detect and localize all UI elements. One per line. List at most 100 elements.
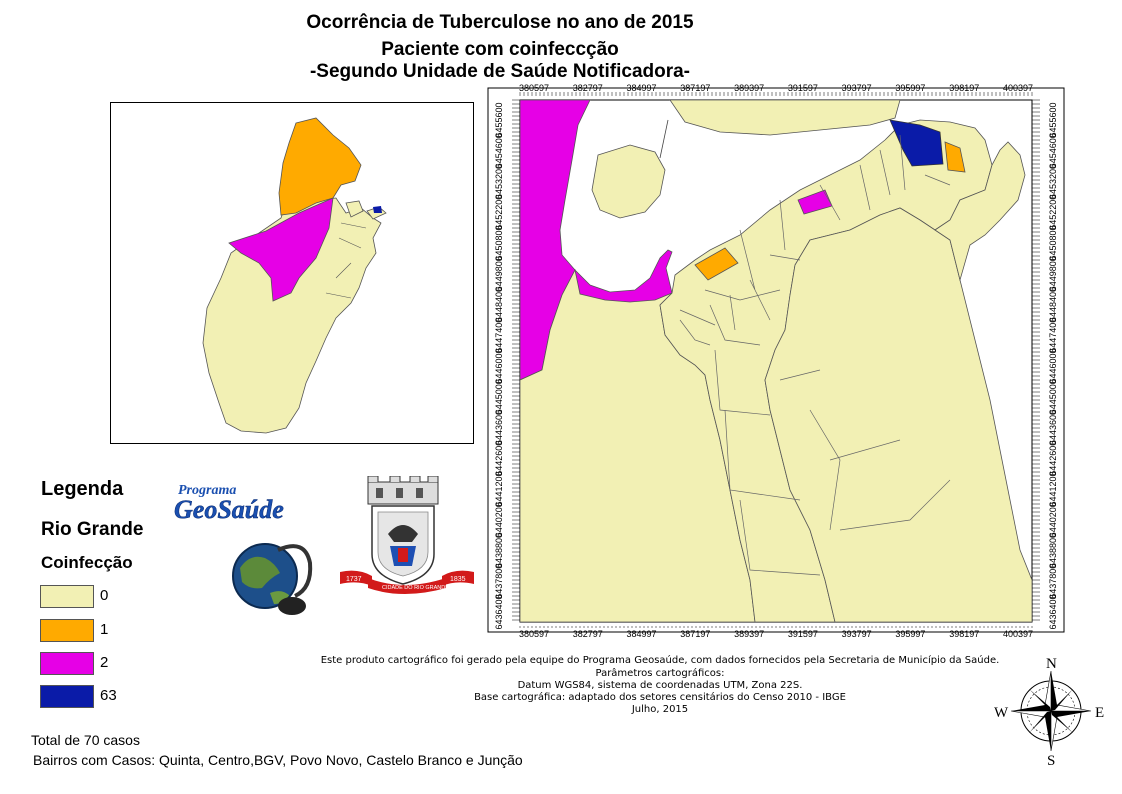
y-coord-label-left: 6438800 bbox=[494, 533, 504, 568]
x-coord-label-bottom: 382797 bbox=[573, 629, 603, 639]
legend-swatch-0 bbox=[40, 585, 94, 608]
compass-w: W bbox=[994, 705, 1009, 721]
x-coord-label-bottom: 380597 bbox=[519, 629, 549, 639]
y-coord-label-right: 6438800 bbox=[1048, 533, 1058, 568]
y-coord-label-left: 6440200 bbox=[494, 502, 504, 537]
y-coord-label-left: 6454600 bbox=[494, 133, 504, 168]
credit-line-5: Julho, 2015 bbox=[631, 704, 689, 715]
logo-geosaude-text: GeoSaúde bbox=[174, 495, 284, 524]
y-coord-label-right: 6454600 bbox=[1048, 133, 1058, 168]
credit-line-4: Base cartográfica: adaptado dos setores … bbox=[474, 692, 846, 703]
banner-ribbon bbox=[340, 570, 474, 594]
shield-icon bbox=[371, 505, 435, 585]
x-coord-label-bottom: 391597 bbox=[788, 629, 818, 639]
y-coord-label-right: 6445000 bbox=[1048, 379, 1058, 414]
y-coord-label-left: 6448400 bbox=[494, 287, 504, 322]
x-coord-label-top: 384997 bbox=[627, 83, 657, 93]
y-coord-label-right: 6446000 bbox=[1048, 348, 1058, 383]
legend-label-1: 1 bbox=[100, 621, 109, 638]
x-coord-label-top: 380597 bbox=[519, 83, 549, 93]
y-coord-label-left: 6450800 bbox=[494, 225, 504, 260]
x-coord-label-top: 382797 bbox=[573, 83, 603, 93]
legend-heading: Legenda bbox=[41, 478, 124, 500]
compass-e: E bbox=[1095, 705, 1104, 721]
credit-line-2: Parâmetros cartográficos: bbox=[595, 668, 725, 679]
legend-region: Rio Grande bbox=[41, 519, 144, 540]
legend-swatch-2 bbox=[40, 652, 94, 675]
map-subtitle: Paciente com coinfeccção bbox=[381, 39, 619, 60]
legend-swatch-3 bbox=[40, 685, 94, 708]
coordinate-ticks: 380597 380597 382797 382797 384997 384997 3871… bbox=[494, 83, 1058, 639]
legend-variable: Coinfecção bbox=[41, 553, 133, 572]
y-coord-label-right: 6449800 bbox=[1048, 256, 1058, 291]
compass-s: S bbox=[1047, 753, 1055, 768]
y-coord-label-left: 6455600 bbox=[494, 102, 504, 137]
blue-polygon bbox=[889, 119, 944, 167]
y-coord-label-left: 6441200 bbox=[494, 471, 504, 506]
magenta-coastal-strip bbox=[574, 249, 673, 303]
x-coord-label-bottom: 395997 bbox=[895, 629, 925, 639]
x-coord-label-bottom: 389397 bbox=[734, 629, 764, 639]
x-coord-label-bottom: 384997 bbox=[627, 629, 657, 639]
small-island bbox=[591, 144, 666, 219]
inset-inner-divisions bbox=[325, 222, 367, 299]
x-coord-label-bottom: 398197 bbox=[949, 629, 979, 639]
y-coord-label-left: 6453200 bbox=[494, 164, 504, 199]
x-coord-label-top: 389397 bbox=[734, 83, 764, 93]
y-coord-label-left: 6445000 bbox=[494, 379, 504, 414]
inset-magenta-area bbox=[228, 197, 334, 302]
geosaude-logo: Programa GeoSaúde bbox=[170, 478, 345, 628]
map-title: Ocorrência de Tuberculose no ano de 2015 bbox=[306, 12, 694, 33]
neighborhoods-with-cases: Bairros com Casos: Quinta, Centro,BGV, P… bbox=[33, 752, 523, 768]
y-coord-label-left: 6436400 bbox=[494, 594, 504, 629]
x-coord-label-top: 395997 bbox=[895, 83, 925, 93]
legend-label-0: 0 bbox=[100, 587, 109, 604]
x-coord-label-top: 393797 bbox=[842, 83, 872, 93]
y-coord-label-left: 6446000 bbox=[494, 348, 504, 383]
inset-blue-spot bbox=[373, 206, 382, 213]
map-subtitle-2: -Segundo Unidade de Saúde Notificadora- bbox=[309, 61, 691, 82]
total-cases: Total de 70 casos bbox=[31, 732, 140, 748]
globe-icon bbox=[232, 543, 298, 609]
compass-rose: N S E W bbox=[994, 654, 1108, 769]
y-coord-label-right: 6448400 bbox=[1048, 287, 1058, 322]
x-coord-label-bottom: 393797 bbox=[842, 629, 872, 639]
inset-orange-area bbox=[278, 117, 362, 216]
x-coord-label-bottom: 387197 bbox=[680, 629, 710, 639]
main-map: 380597 380597 382797 382797 384997 384997 3871… bbox=[480, 80, 1072, 640]
y-coord-label-right: 6452200 bbox=[1048, 195, 1058, 230]
compass-n: N bbox=[1046, 656, 1057, 672]
y-coord-label-left: 6442600 bbox=[494, 441, 504, 476]
legend-label-3: 63 bbox=[100, 687, 117, 704]
x-coord-label-top: 398197 bbox=[949, 83, 979, 93]
northeast-strip bbox=[934, 141, 1026, 282]
arms-banner-text: CIDADE DO RIO GRANDE bbox=[382, 585, 449, 591]
stethoscope-icon bbox=[277, 544, 313, 615]
y-coord-label-right: 6443600 bbox=[1048, 410, 1058, 445]
overview-inset-map bbox=[110, 102, 474, 444]
legend-label-2: 2 bbox=[100, 654, 109, 671]
credit-line-3: Datum WGS84, sistema de coordenadas UTM,… bbox=[517, 680, 803, 691]
y-coord-label-right: 6442600 bbox=[1048, 441, 1058, 476]
y-coord-label-left: 6449800 bbox=[494, 256, 504, 291]
orange-central-polygon bbox=[694, 247, 739, 281]
y-coord-label-right: 6437800 bbox=[1048, 564, 1058, 599]
y-coord-label-right: 6440200 bbox=[1048, 502, 1058, 537]
y-coord-label-right: 6436400 bbox=[1048, 594, 1058, 629]
y-coord-label-right: 6453200 bbox=[1048, 164, 1058, 199]
rio-grande-coat-of-arms: 1737 CIDADE DO RIO GRANDE 1835 bbox=[338, 475, 476, 598]
x-coord-label-top: 391597 bbox=[788, 83, 818, 93]
x-coord-label-bottom: 400397 bbox=[1003, 629, 1033, 639]
x-coord-label-top: 400397 bbox=[1003, 83, 1033, 93]
census-boundaries bbox=[679, 134, 951, 576]
credit-line-1: Este produto cartográfico foi gerado pel… bbox=[320, 655, 1000, 666]
north-island bbox=[669, 100, 901, 136]
bridge-line bbox=[659, 119, 669, 159]
compass-star-icon bbox=[1010, 670, 1092, 752]
logo-program-text: Programa bbox=[178, 483, 236, 498]
y-coord-label-right: 6441200 bbox=[1048, 471, 1058, 506]
orange-ne-polygon bbox=[944, 141, 966, 173]
arms-year-left: 1737 bbox=[346, 576, 362, 583]
y-coord-label-left: 6437800 bbox=[494, 564, 504, 599]
arms-year-right: 1835 bbox=[450, 576, 466, 583]
